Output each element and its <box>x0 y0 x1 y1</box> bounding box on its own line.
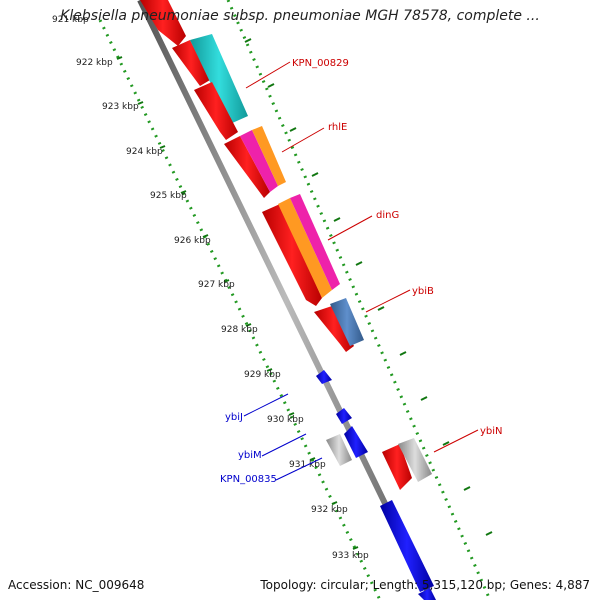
inner-tick-marks <box>116 56 359 550</box>
gene-feature-red-4[interactable] <box>224 136 270 198</box>
tick-label-928: 928 kbp <box>221 325 258 335</box>
gene-feature-ybiN-red[interactable] <box>382 444 412 490</box>
outer-tick-marks <box>244 38 493 536</box>
gene-feature-kpn00829-cyan[interactable] <box>190 34 248 124</box>
gene-feature-red-2[interactable] <box>172 40 210 86</box>
gene-feature-bottom-blue-1[interactable] <box>380 500 434 592</box>
gene-label-rhlE[interactable]: rhlE <box>328 122 347 133</box>
gene-feature-ybiM-blue[interactable] <box>336 408 352 424</box>
gene-label-kpn00835[interactable]: KPN_00835 <box>220 474 277 485</box>
tick-label-926: 926 kbp <box>174 236 211 246</box>
tick-label-932: 932 kbp <box>311 505 348 515</box>
gene-feature-dinG-magenta[interactable] <box>290 194 340 290</box>
gene-feature-ybiB-steelblue[interactable] <box>330 298 364 346</box>
gene-label-ybiN[interactable]: ybiN <box>480 426 503 437</box>
tick-label-933: 933 kbp <box>332 551 369 561</box>
gene-feature-dinG-orange[interactable] <box>278 198 332 298</box>
gene-feature-ybiB-red[interactable] <box>314 306 354 352</box>
tick-label-930: 930 kbp <box>267 415 304 425</box>
gene-feature-dinG-red[interactable] <box>262 204 322 306</box>
gene-feature-kpn00835-grey[interactable] <box>326 434 352 466</box>
tick-label-924: 924 kbp <box>126 147 163 157</box>
label-leader-lines <box>243 61 479 481</box>
tick-label-929: 929 kbp <box>244 370 281 380</box>
gene-label-kpn00829[interactable]: KPN_00829 <box>292 58 349 69</box>
gene-feature-ybiN-grey[interactable] <box>398 438 432 482</box>
tick-label-922: 922 kbp <box>76 58 113 68</box>
tick-label-921: 921 kbp <box>52 15 89 25</box>
outer-dotted-ring <box>226 0 492 600</box>
gene-label-ybiB[interactable]: ybiB <box>412 286 434 297</box>
gene-feature-top-red-1[interactable] <box>140 0 186 46</box>
accession-text: Accession: NC_009648 <box>8 578 145 592</box>
gene-feature-ybiJ-blue[interactable] <box>316 370 332 384</box>
gene-label-dinG[interactable]: dinG <box>376 210 399 221</box>
tick-label-927: 927 kbp <box>198 280 235 290</box>
tick-label-923: 923 kbp <box>102 102 139 112</box>
map-title: Klebsiella pneumoniae subsp. pneumoniae … <box>60 8 540 24</box>
gene-feature-blue-arrow[interactable] <box>344 426 368 458</box>
tick-label-925: 925 kbp <box>150 191 187 201</box>
gene-feature-bottom-blue-2[interactable] <box>418 588 436 600</box>
gene-label-ybiJ[interactable]: ybiJ <box>225 412 243 423</box>
topology-text: Topology: circular; Length: 5,315,120 bp… <box>260 578 590 592</box>
gene-feature-rhle-magenta[interactable] <box>240 130 278 192</box>
gene-label-ybiM[interactable]: ybiM <box>238 450 262 461</box>
gene-feature-red-3[interactable] <box>194 82 238 140</box>
gene-feature-rhle-orange[interactable] <box>252 126 286 186</box>
genome-backbone <box>137 0 435 600</box>
